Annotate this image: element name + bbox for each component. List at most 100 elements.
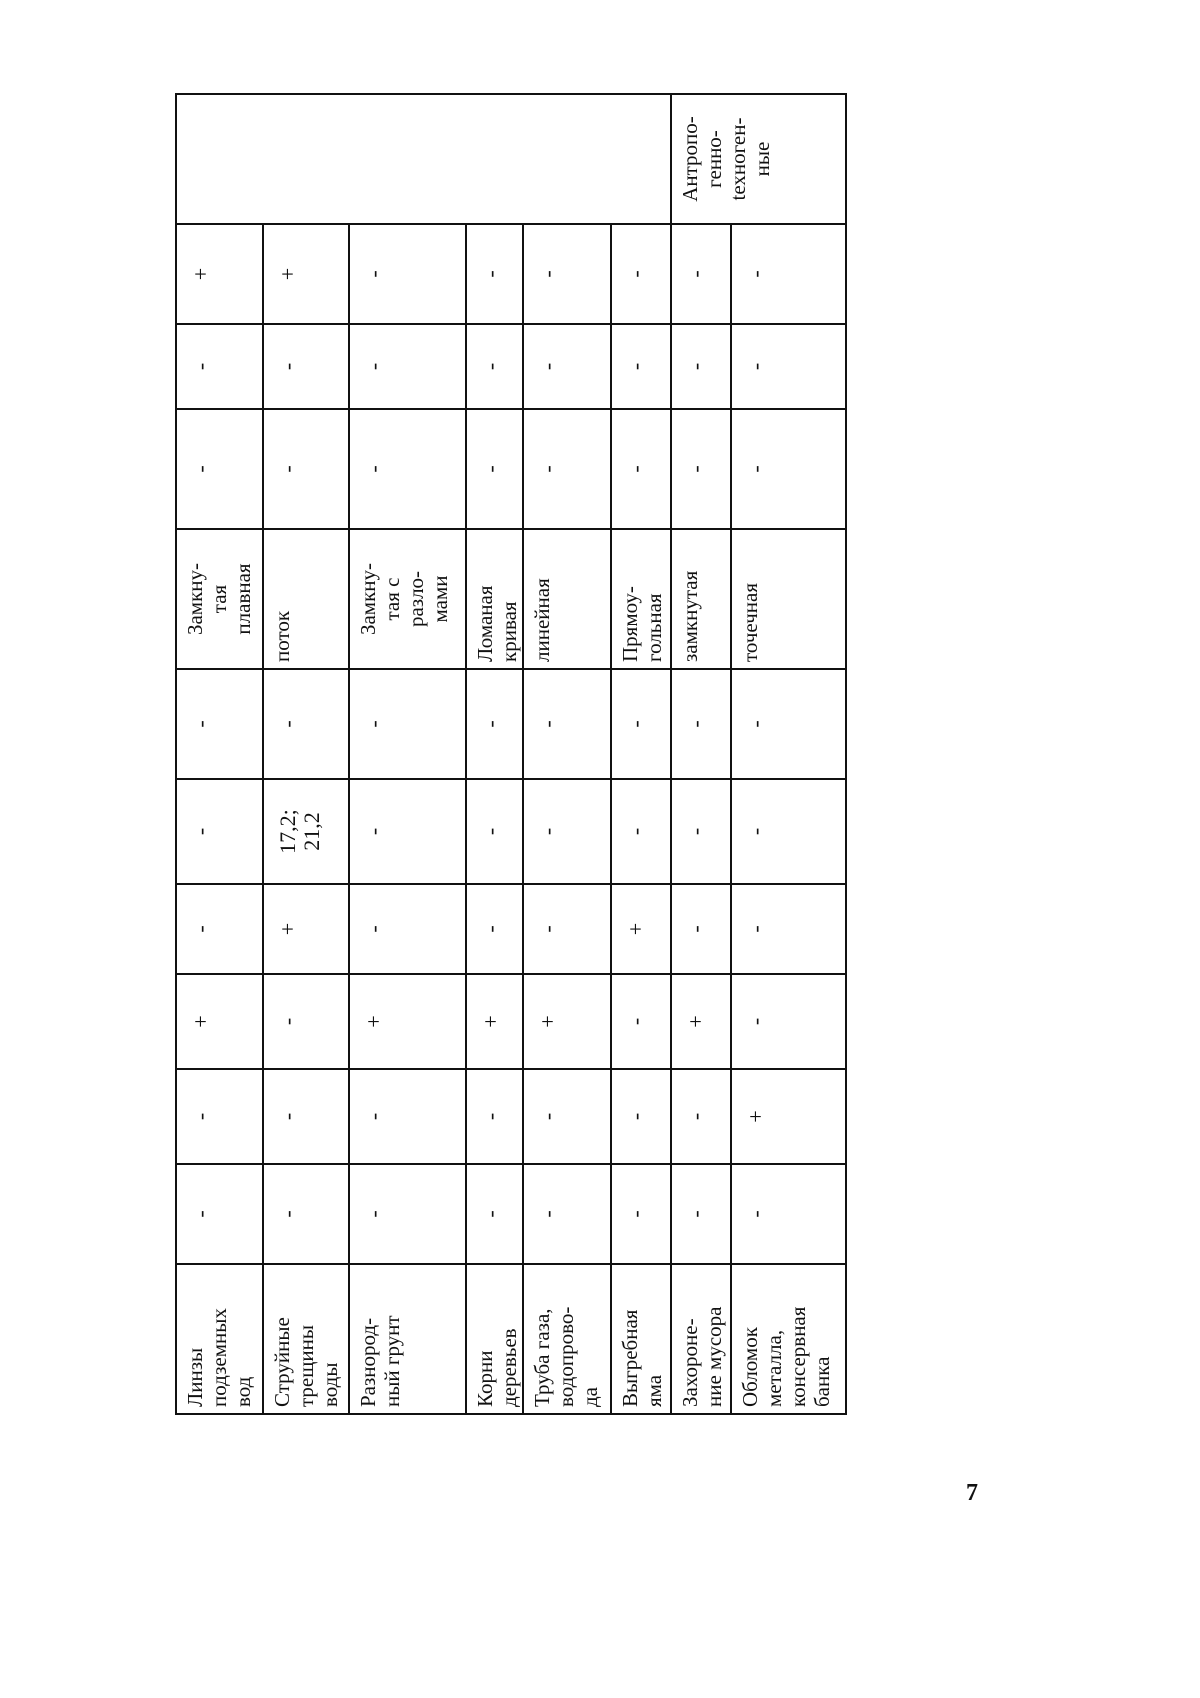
value-cell: -	[611, 779, 671, 884]
value-cell: -	[671, 409, 731, 529]
value-cell: -	[611, 224, 671, 324]
value-cell: -	[466, 224, 523, 324]
value-cell: -	[263, 974, 349, 1069]
table-row: Обломок металла, консервная банка-+----т…	[731, 94, 846, 1414]
value-cell: +	[263, 884, 349, 974]
shape-cell: Замкну- тая плавная	[176, 529, 263, 669]
value-cell: -	[176, 1164, 263, 1264]
value-cell: -	[176, 669, 263, 779]
shape-cell: Ломаная кривая	[466, 529, 523, 669]
value-cell: -	[731, 884, 846, 974]
value-cell: -	[349, 324, 466, 409]
value-cell: -	[349, 779, 466, 884]
value-cell: -	[671, 1069, 731, 1164]
shape-cell: замкнутая	[671, 529, 731, 669]
object-name-cell: Обломок металла, консервная банка	[731, 1264, 846, 1414]
value-cell: +	[176, 974, 263, 1069]
table-row: Труба газа, водопрово- да--+---линейная-…	[523, 94, 611, 1414]
object-name-cell: Труба газа, водопрово- да	[523, 1264, 611, 1414]
value-cell: -	[731, 409, 846, 529]
data-table: Линзы подземных вод--+---Замкну- тая пла…	[175, 93, 847, 1415]
value-cell: -	[466, 1164, 523, 1264]
value-cell: -	[466, 324, 523, 409]
value-cell: -	[611, 409, 671, 529]
value-cell: +	[671, 974, 731, 1069]
shape-cell: линейная	[523, 529, 611, 669]
shape-cell: поток	[263, 529, 349, 669]
table-row: Корни деревьев--+---Ломаная кривая---	[466, 94, 523, 1414]
value-cell: +	[466, 974, 523, 1069]
value-cell: -	[176, 324, 263, 409]
shape-cell: Прямоу- гольная	[611, 529, 671, 669]
value-cell: -	[671, 669, 731, 779]
object-name-cell: Выгребная яма	[611, 1264, 671, 1414]
value-cell: -	[466, 409, 523, 529]
object-name-cell: Захороне- ние мусора	[671, 1264, 731, 1414]
value-cell: -	[671, 324, 731, 409]
category-cell-blank	[176, 94, 671, 224]
object-name-cell: Линзы подземных вод	[176, 1264, 263, 1414]
value-cell: -	[523, 324, 611, 409]
value-cell: -	[523, 779, 611, 884]
table-row: Разнород- ный грунт--+---Замкну- тая с р…	[349, 94, 466, 1414]
value-cell: -	[611, 669, 671, 779]
value-cell: -	[523, 1164, 611, 1264]
value-cell: -	[523, 224, 611, 324]
shape-cell: Замкну- тая с разло- мами	[349, 529, 466, 669]
value-cell: -	[731, 224, 846, 324]
value-cell: +	[349, 974, 466, 1069]
value-cell: -	[349, 1069, 466, 1164]
value-cell: -	[671, 779, 731, 884]
rotated-table: Линзы подземных вод--+---Замкну- тая пла…	[175, 95, 845, 1415]
value-cell: -	[523, 884, 611, 974]
value-cell: -	[349, 884, 466, 974]
object-name-cell: Корни деревьев	[466, 1264, 523, 1414]
value-cell: -	[611, 324, 671, 409]
table-row: Захороне- ние мусора--+---замкнутая---Ан…	[671, 94, 731, 1414]
shape-cell: точечная	[731, 529, 846, 669]
value-cell: -	[263, 1069, 349, 1164]
table-row: Выгребная яма---+--Прямоу- гольная---	[611, 94, 671, 1414]
table-row: Линзы подземных вод--+---Замкну- тая пла…	[176, 94, 263, 1414]
value-cell: -	[349, 669, 466, 779]
value-cell: -	[176, 409, 263, 529]
object-name-cell: Струйные трещины воды	[263, 1264, 349, 1414]
value-cell: -	[731, 779, 846, 884]
value-cell: -	[263, 669, 349, 779]
value-cell: -	[176, 779, 263, 884]
value-cell: -	[611, 1164, 671, 1264]
value-cell: +	[523, 974, 611, 1069]
value-cell: -	[523, 669, 611, 779]
value-cell: -	[731, 1164, 846, 1264]
value-cell: -	[466, 1069, 523, 1164]
value-cell: -	[611, 974, 671, 1069]
value-cell: -	[731, 324, 846, 409]
value-cell: +	[611, 884, 671, 974]
page-number: 7	[966, 1480, 978, 1507]
value-cell: -	[263, 409, 349, 529]
value-cell: -	[349, 409, 466, 529]
value-cell: -	[349, 224, 466, 324]
value-cell: -	[466, 884, 523, 974]
table-row: Струйные трещины воды---+17,2; 21,2-пото…	[263, 94, 349, 1414]
value-cell: -	[611, 1069, 671, 1164]
value-cell: -	[466, 779, 523, 884]
value-cell: -	[263, 324, 349, 409]
value-cell: +	[176, 224, 263, 324]
value-cell: -	[523, 409, 611, 529]
value-cell: -	[466, 669, 523, 779]
value-cell: -	[671, 1164, 731, 1264]
value-cell: -	[671, 884, 731, 974]
category-cell-anthropogenic: Антропо- генно- tехноген- ные	[671, 94, 846, 224]
value-cell: -	[349, 1164, 466, 1264]
value-cell: -	[523, 1069, 611, 1164]
object-name-cell: Разнород- ный грунт	[349, 1264, 466, 1414]
value-cell: 17,2; 21,2	[263, 779, 349, 884]
value-cell: -	[263, 1164, 349, 1264]
value-cell: +	[263, 224, 349, 324]
value-cell: -	[731, 669, 846, 779]
value-cell: -	[731, 974, 846, 1069]
value-cell: +	[731, 1069, 846, 1164]
value-cell: -	[176, 884, 263, 974]
value-cell: -	[671, 224, 731, 324]
